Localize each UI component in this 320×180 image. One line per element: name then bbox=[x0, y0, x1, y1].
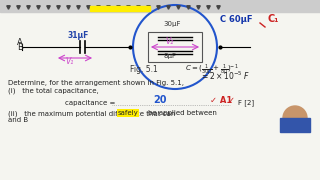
Text: F [2]: F [2] bbox=[238, 99, 254, 106]
Text: safely: safely bbox=[118, 110, 139, 116]
Text: 30μF: 30μF bbox=[163, 21, 180, 27]
Text: V₁: V₁ bbox=[65, 57, 73, 66]
Text: C₁: C₁ bbox=[268, 14, 279, 24]
Text: Fig. 5.1: Fig. 5.1 bbox=[130, 65, 158, 74]
Text: (i)   the total capacitance,: (i) the total capacitance, bbox=[8, 87, 99, 93]
Text: 8μF: 8μF bbox=[163, 53, 176, 59]
Bar bbox=[0, 0, 320, 12]
Text: ✓: ✓ bbox=[228, 96, 235, 105]
Bar bbox=[148, 32, 202, 62]
Text: $C = (\frac{1}{30\mu} + \frac{1}{8\mu})^{-1}$: $C = (\frac{1}{30\mu} + \frac{1}{8\mu})^… bbox=[185, 63, 239, 78]
Text: ✓ A1: ✓ A1 bbox=[210, 96, 232, 105]
Text: A: A bbox=[17, 38, 23, 47]
Bar bbox=[280, 118, 310, 132]
Text: C 60μF: C 60μF bbox=[220, 15, 252, 24]
Text: A: A bbox=[290, 110, 295, 116]
Text: 20: 20 bbox=[153, 95, 166, 105]
Text: $= 2 \times 10^{-5}\ F$: $= 2 \times 10^{-5}\ F$ bbox=[200, 70, 251, 82]
Text: capacitance =: capacitance = bbox=[65, 100, 118, 106]
Text: Determine, for the arrangement shown in Fig. 5.1,: Determine, for the arrangement shown in … bbox=[8, 80, 184, 86]
Circle shape bbox=[283, 106, 307, 130]
Text: 31μF: 31μF bbox=[68, 31, 89, 40]
Text: be applied between: be applied between bbox=[148, 110, 217, 116]
Bar bbox=[90, 6, 150, 11]
Text: V₂: V₂ bbox=[165, 37, 173, 46]
Text: (ii)   the maximum potential difference that can: (ii) the maximum potential difference th… bbox=[8, 110, 175, 116]
Text: and B: and B bbox=[8, 117, 28, 123]
Text: B: B bbox=[17, 43, 23, 52]
